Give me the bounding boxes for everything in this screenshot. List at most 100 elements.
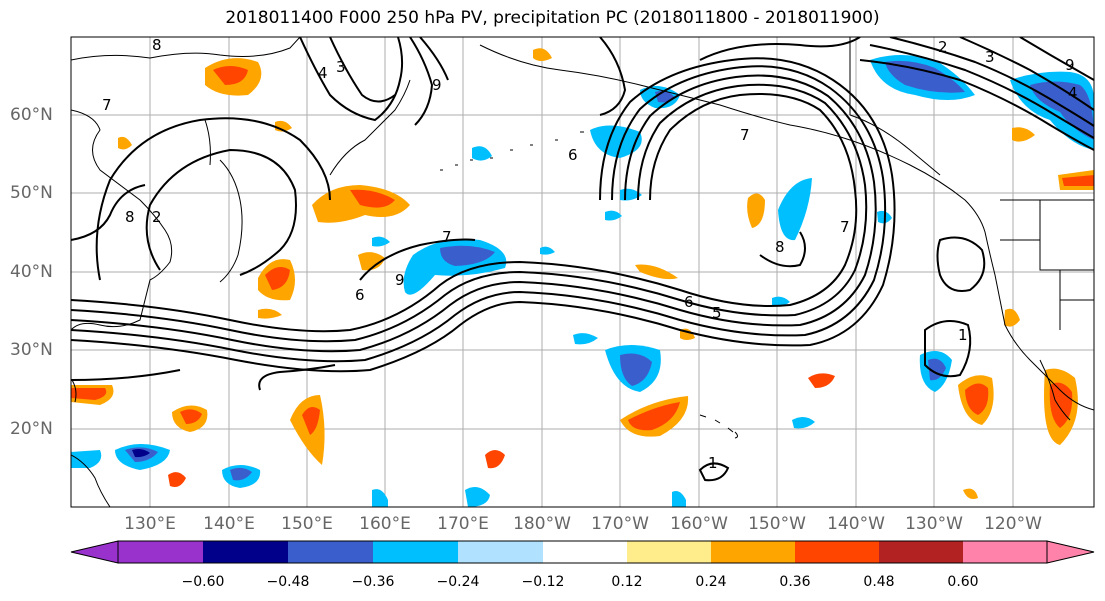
lon-label: 120°W	[984, 514, 1042, 534]
precip-positive-area	[180, 409, 202, 424]
precip-negative-area	[778, 178, 812, 241]
map-frame	[70, 36, 1095, 508]
contour-label: 5	[712, 304, 722, 322]
colorbar-tick-label: 0.36	[779, 574, 811, 590]
lon-label: 170°E	[437, 514, 489, 534]
contour-label: 7	[740, 126, 750, 144]
lon-label: 130°E	[124, 514, 176, 534]
pv-contour-line	[869, 44, 1094, 139]
precip-positive-area	[1004, 308, 1020, 327]
precip-positive-area	[963, 488, 978, 499]
pv-contour-line	[759, 231, 806, 268]
precip-negative-area	[792, 416, 815, 429]
pv-contour-line	[71, 74, 877, 353]
precip-positive-area	[118, 136, 132, 150]
precip-positive-area	[168, 472, 186, 487]
pv-contour-line	[936, 236, 986, 292]
colorbar-bin	[118, 541, 203, 563]
colorbar-bin	[288, 541, 373, 563]
pv-contour-line	[329, 37, 396, 103]
contour-label: 7	[102, 96, 112, 114]
lon-label: 140°W	[827, 514, 885, 534]
precip-positive-shading	[71, 48, 1094, 499]
pv-contour-line	[409, 37, 434, 126]
precip-negative-area	[772, 296, 790, 307]
contour-label: 3	[336, 58, 346, 76]
pv-contour-line	[889, 37, 1094, 127]
precip-positive-area	[747, 193, 765, 228]
colorbar-extend-high	[1046, 540, 1095, 564]
precip-negative-area	[230, 467, 252, 481]
lat-label-60N: 60°N	[10, 105, 53, 125]
precip-negative-shading	[71, 55, 1094, 507]
precip-positive-area	[358, 252, 385, 271]
lat-label-50N: 50°N	[10, 183, 53, 203]
precip-negative-area	[440, 245, 495, 266]
philippines	[71, 454, 111, 507]
pv-contours	[71, 37, 1094, 482]
colorbar-tick-label: −0.24	[436, 574, 480, 590]
precip-positive-area	[71, 388, 107, 400]
contour-label: 8	[152, 36, 162, 54]
colorbar-tick-label: −0.12	[521, 574, 565, 590]
lon-label: 140°E	[203, 514, 255, 534]
coastline-sakhalin	[204, 119, 211, 166]
precip-negative-area	[573, 333, 598, 345]
pv-contour-line	[959, 37, 1094, 111]
precip-negative-area	[620, 353, 652, 386]
precip-positive-area	[533, 48, 552, 61]
pv-contour-line	[71, 184, 146, 241]
colorbar-bin	[627, 541, 711, 563]
colorbar-bin	[963, 541, 1047, 563]
colorbar	[70, 540, 1095, 564]
pv-contour-line	[299, 37, 404, 122]
precip-negative-area	[605, 210, 622, 221]
colorbar-extend-low	[70, 540, 119, 564]
pv-contour-line	[95, 117, 331, 281]
precip-positive-area	[808, 373, 835, 388]
contour-label: 9	[432, 76, 442, 94]
precip-positive-area	[628, 402, 680, 431]
lon-label: 180°W	[513, 514, 571, 534]
precip-negative-area	[465, 486, 490, 507]
colorbar-bin	[543, 541, 627, 563]
pv-contour-line	[71, 364, 336, 391]
colorbar-tick-label: 0.12	[611, 574, 643, 590]
precip-positive-area	[265, 266, 290, 290]
colorbar-tick-label: −0.60	[181, 574, 225, 590]
pv-contour-line	[359, 238, 476, 281]
coastline-japan	[219, 159, 243, 283]
contour-label: 8	[775, 238, 785, 256]
pv-contour-line	[71, 65, 887, 363]
precip-negative-area	[590, 125, 642, 158]
coastlines	[71, 37, 1094, 507]
lon-label: 160°E	[359, 514, 411, 534]
contour-label: 6	[568, 146, 578, 164]
lon-label: 150°E	[281, 514, 333, 534]
colorbar-tick-label: −0.48	[266, 574, 310, 590]
us-state-lines	[1000, 200, 1094, 330]
contour-label: 1	[958, 326, 968, 344]
precip-positive-area	[213, 66, 248, 85]
coastline-asia	[71, 37, 301, 331]
contour-label: 9	[1065, 56, 1075, 74]
precip-positive-area	[1012, 127, 1035, 142]
precip-positive-area	[635, 264, 678, 280]
precip-positive-area	[485, 450, 505, 469]
precip-positive-area	[350, 189, 395, 208]
precip-negative-area	[132, 449, 150, 458]
colorbar-bin	[458, 541, 543, 563]
lon-label: 150°W	[748, 514, 806, 534]
precip-positive-area	[1062, 175, 1094, 186]
colorbar-bin	[879, 541, 963, 563]
pv-contour-line	[71, 83, 868, 343]
map-panel[interactable]: 8 4 3 7 9 8 2 6 6 7 9 8 7 6 5 1 1 7 2 3 …	[71, 36, 1094, 507]
precip-negative-area	[885, 60, 965, 93]
contour-label: 4	[1068, 84, 1078, 102]
colorbar-bin	[203, 541, 288, 563]
canada-border	[849, 37, 1094, 201]
lon-label: 130°W	[905, 514, 963, 534]
lon-label: 170°W	[591, 514, 649, 534]
lat-label-30N: 30°N	[10, 340, 53, 360]
